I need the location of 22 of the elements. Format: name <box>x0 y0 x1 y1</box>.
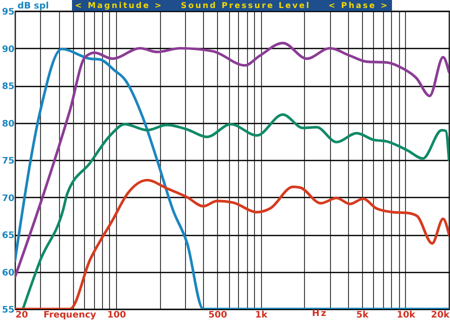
y-axis-title: dB spl <box>18 2 49 12</box>
x-tick-label: 5k <box>356 310 370 320</box>
x-tick-label: 20 <box>16 310 28 320</box>
y-tick-label: 55 <box>2 306 14 316</box>
text: < Phase > <box>328 1 389 10</box>
y-tick-label: 70 <box>2 194 14 204</box>
text: < Magnitude > <box>75 1 163 10</box>
x-axis-title: Frequency <box>44 310 96 320</box>
x-tick-label: 100 <box>107 310 126 320</box>
y-tick-label: 95 <box>2 8 14 18</box>
chart-title: Sound Pressure Level <box>180 1 311 10</box>
y-tick-label: 85 <box>2 82 14 92</box>
x-tick-label: 500 <box>208 310 228 320</box>
y-tick-label: 60 <box>2 268 14 278</box>
y-tick-label: 80 <box>2 119 14 130</box>
y-tick-label: 90 <box>2 44 14 55</box>
x-tick-label: 20k <box>430 310 450 320</box>
x-tick-label: 1k <box>255 310 268 320</box>
x-tick-label: 10k <box>396 310 416 320</box>
y-tick-label: 75 <box>2 156 14 166</box>
y-tick-label: 65 <box>2 231 14 241</box>
annotation: Hz <box>312 309 328 319</box>
